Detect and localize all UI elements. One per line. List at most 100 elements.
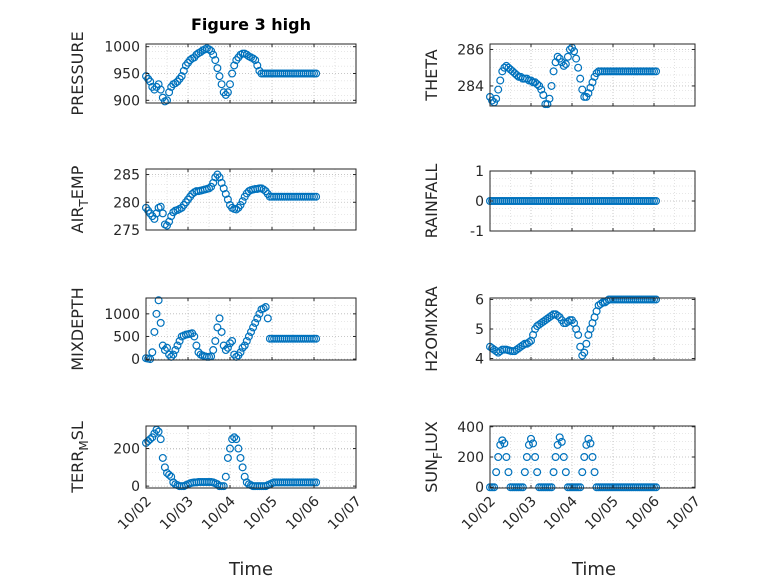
y-tick-label: 286 <box>457 42 484 58</box>
data-point <box>518 341 527 350</box>
figure-title: Figure 3 high <box>191 15 311 34</box>
data-point <box>531 453 540 462</box>
data-point <box>236 453 245 462</box>
data-point <box>242 336 251 345</box>
data-point <box>171 79 180 88</box>
data-point <box>154 427 163 436</box>
data-point <box>545 94 554 103</box>
y-axis-label: MIXDEPTH <box>68 287 87 370</box>
data-point <box>156 318 165 327</box>
data-point <box>570 47 579 56</box>
subplot-h2omixra: 4 5 6 H2OMIXRA <box>422 286 696 372</box>
x-axis-label-left: Time <box>228 559 273 580</box>
data-point <box>154 80 163 89</box>
data-point <box>236 201 245 210</box>
x-axis-label-right: Time <box>571 559 616 580</box>
data-point <box>169 350 178 359</box>
y-tick-label: 6 <box>475 292 484 308</box>
data-point <box>213 323 222 332</box>
data-point <box>205 184 214 193</box>
data-point <box>496 76 505 85</box>
data-point <box>234 444 243 453</box>
data-point <box>165 470 174 479</box>
axes-box <box>145 297 357 361</box>
data-point <box>238 343 247 352</box>
y-tick-label: 1000 <box>104 40 140 56</box>
data-point <box>165 88 174 97</box>
data-point <box>152 309 161 318</box>
data-point <box>494 85 503 94</box>
data-point <box>584 89 593 98</box>
data-point <box>158 209 167 218</box>
data-point <box>221 472 230 481</box>
y-axis-label: RAINFALL <box>422 164 441 239</box>
data-point <box>539 91 548 100</box>
data-point <box>580 453 589 462</box>
data-point <box>547 483 556 492</box>
data-point <box>576 74 585 83</box>
data-point <box>652 197 661 206</box>
data-point <box>553 311 562 320</box>
data-point <box>518 483 527 492</box>
data-point <box>232 435 241 444</box>
x-tick-label: 10/02 <box>459 494 499 534</box>
data-point <box>259 185 268 194</box>
axes-box <box>489 43 696 107</box>
axes-box <box>145 168 357 231</box>
data-point <box>259 304 268 313</box>
y-tick-label: 0 <box>131 352 140 368</box>
data-point <box>533 468 542 477</box>
axes-box <box>145 425 357 489</box>
x-tick-label: 10/07 <box>325 494 365 534</box>
data-point <box>261 303 270 312</box>
y-tick-label: 280 <box>113 195 140 211</box>
y-tick-label: 0 <box>475 480 484 496</box>
subplot-theta: 284 286 THETA <box>422 42 696 109</box>
data-point <box>169 208 178 217</box>
data-point <box>242 50 251 59</box>
data-point <box>584 434 593 443</box>
data-point <box>196 48 205 57</box>
data-point <box>238 463 247 472</box>
data-point <box>226 339 235 348</box>
data-point <box>217 80 226 89</box>
y-tick-label: 200 <box>113 442 140 458</box>
data-point <box>524 338 533 347</box>
data-point <box>312 478 321 487</box>
data-point <box>215 314 224 323</box>
y-tick-label: 400 <box>457 420 484 436</box>
data-point <box>163 96 172 105</box>
subplot-terr-msl: 0 200 10/02 10/03 10/04 10/05 10/06 10/07 TERRMS… <box>68 421 365 533</box>
data-point <box>312 69 321 78</box>
data-point <box>223 453 232 462</box>
data-point <box>223 343 232 352</box>
y-axis-label: THETA <box>422 49 441 101</box>
data-point <box>553 52 562 61</box>
data-point <box>529 439 538 448</box>
data-point <box>177 72 186 81</box>
data-point <box>230 433 239 442</box>
data-point <box>236 348 245 357</box>
data-point <box>494 453 503 462</box>
data-point <box>588 453 597 462</box>
subplot-sun-flux: 0 200 400 10/02 10/03 10/04 10/05 10/06 10/07 SUN… <box>422 420 704 534</box>
data-point <box>179 66 188 75</box>
data-point <box>574 330 583 339</box>
data-point <box>230 61 239 70</box>
y-tick-label: 950 <box>113 67 140 83</box>
data-point <box>217 327 226 336</box>
data-point <box>588 78 597 87</box>
data-point <box>167 212 176 221</box>
data-point <box>565 45 574 54</box>
data-point <box>502 453 511 462</box>
data-point <box>146 77 155 86</box>
data-point <box>244 332 253 341</box>
data-point <box>652 295 661 304</box>
data-point <box>492 468 501 477</box>
data-point <box>221 346 230 355</box>
data-point <box>163 221 172 230</box>
data-point <box>232 205 241 214</box>
data-point <box>226 444 235 453</box>
data-point <box>158 453 167 462</box>
x-tick-label: 10/06 <box>623 493 663 533</box>
